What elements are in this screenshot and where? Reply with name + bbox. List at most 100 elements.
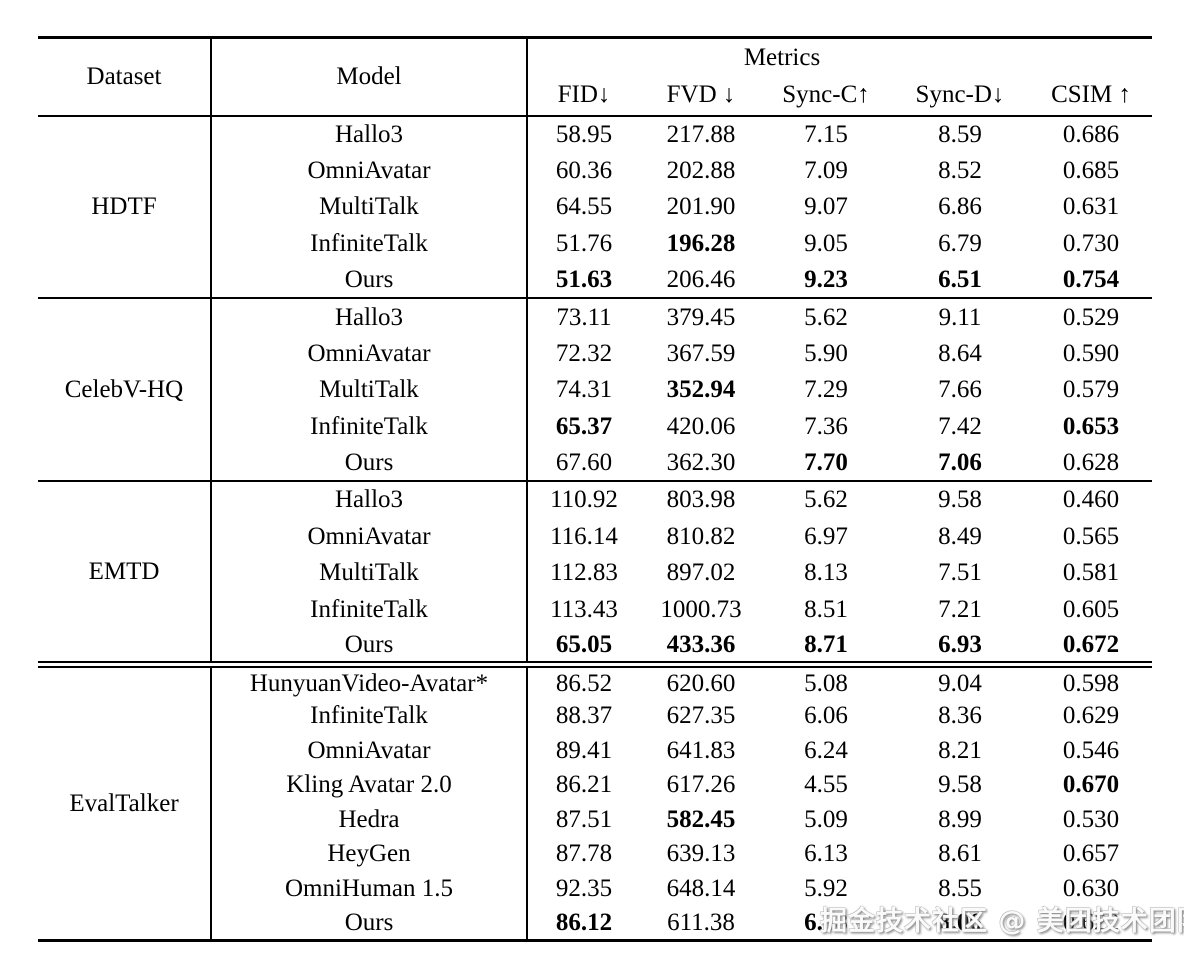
column-header-dataset: Dataset	[38, 37, 212, 116]
model-name-cell: OmniAvatar	[211, 518, 528, 555]
table-row: MultiTalk 64.55 201.90 9.07 6.86 0.631	[38, 188, 1152, 226]
section-hdtf: HDTF Hallo3 58.95 217.88 7.15 8.59 0.686 OmniAv…	[38, 115, 1152, 299]
model-name-cell: Ours	[211, 627, 528, 665]
metric-value-cell: 89.41	[555, 736, 613, 764]
metric-value-cell: 202.88	[666, 156, 736, 184]
metric-value-cell: 810.82	[666, 522, 736, 550]
metrics-table: Dataset Model Metrics FID↓ FVD ↓ Sync-C↑ Sy…	[38, 36, 1153, 942]
model-name-cell: Ours	[211, 261, 528, 299]
table-row: CelebV-HQ Hallo3 73.11 379.45 5.62 9.11 0.529	[38, 298, 1152, 482]
metric-value-cell: 86.52	[555, 669, 613, 697]
metric-value-cell: 0.529	[1062, 303, 1120, 331]
metric-value-cell: 352.94	[666, 376, 736, 404]
metric-value-cell: 7.51	[938, 559, 982, 587]
metric-value-cell: 65.37	[555, 412, 613, 440]
metrics-group-label: Metrics	[743, 43, 821, 71]
metric-value-cell: 9.05	[804, 229, 848, 257]
model-name-cell: MultiTalk	[211, 371, 528, 409]
dataset-label: HDTF	[38, 115, 212, 299]
metric-value-cell: 897.02	[666, 559, 736, 587]
metric-value-cell: 86.21	[555, 771, 613, 799]
metric-value-cell: 7.15	[804, 120, 848, 148]
metric-value-cell: 6.13	[804, 840, 848, 868]
metric-value-cell: 8.13	[804, 559, 848, 587]
metric-value-cell: 9.11	[938, 303, 982, 331]
metric-value-cell: 639.13	[666, 840, 736, 868]
metric-value-cell: 116.14	[550, 522, 618, 550]
column-header-metric-4: CSIM ↑	[1051, 81, 1131, 109]
metric-value-cell: 6.38	[804, 908, 848, 936]
table-row: InfiniteTalk 113.43 1000.73 8.51 7.21 0.605	[38, 591, 1152, 628]
metric-value-cell: 6.24	[804, 736, 848, 764]
column-header-metric-2: Sync-C↑	[782, 81, 870, 109]
metric-value-cell: 206.46	[666, 265, 736, 293]
column-header-model: Model	[211, 37, 528, 116]
table-row: OmniAvatar 116.14 810.82 6.97 8.49 0.565	[38, 518, 1152, 555]
metric-value-cell: 9.58	[938, 771, 982, 799]
metric-value-cell: 201.90	[666, 193, 736, 221]
model-name-cell: InfiniteTalk	[211, 698, 528, 734]
metric-value-cell: 0.631	[1062, 193, 1120, 221]
metric-value-cell: 0.653	[1062, 412, 1120, 440]
metric-value-cell: 5.90	[804, 339, 848, 367]
metric-value-cell: 0.598	[1062, 669, 1120, 697]
metric-value-cell: 582.45	[666, 805, 736, 833]
section-celebv-hq: CelebV-HQ Hallo3 73.11 379.45 5.62 9.11 0.529 O…	[38, 298, 1153, 482]
metric-value-cell: 0.565	[1062, 522, 1120, 550]
section-emtd: EMTD Hallo3 110.92 803.98 5.62 9.58 0.460 OmniA…	[38, 481, 1153, 665]
metric-value-cell: 5.62	[804, 486, 848, 514]
metric-value-cell: 0.579	[1062, 376, 1120, 404]
metric-value-cell: 51.63	[555, 265, 613, 293]
metric-value-cell: 0.657	[1062, 840, 1120, 868]
table-row: EvalTalker HunyuanVideo-Avatar* 86.52 620.6…	[38, 664, 1152, 941]
metric-value-cell: 0.629	[1062, 702, 1120, 730]
table-row: HDTF Hallo3 58.95 217.88 7.15 8.59 0.686	[38, 115, 1152, 299]
model-name-cell: InfiniteTalk	[211, 225, 528, 262]
metric-value-cell: 8.06	[938, 908, 982, 936]
metric-value-cell: 5.62	[804, 303, 848, 331]
metric-value-cell: 0.605	[1062, 595, 1120, 623]
metric-value-cell: 196.28	[666, 229, 736, 257]
metric-value-cell: 0.670	[1062, 771, 1120, 799]
metric-value-cell: 8.49	[938, 522, 982, 550]
model-name-cell: Kling Avatar 2.0	[211, 767, 528, 803]
column-header-metric-3: Sync-D↓	[915, 81, 1005, 109]
metric-value-cell: 0.685	[1062, 156, 1120, 184]
metric-value-cell: 8.51	[804, 595, 848, 623]
metric-value-cell: 8.52	[938, 156, 982, 184]
model-name-cell: OmniAvatar	[211, 152, 528, 189]
metric-value-cell: 620.60	[666, 669, 736, 697]
metric-value-cell: 92.35	[555, 874, 613, 902]
metric-value-cell: 9.58	[938, 486, 982, 514]
metric-value-cell: 627.35	[666, 702, 736, 730]
table-row: Kling Avatar 2.0 86.21 617.26 4.55 9.58 0.670	[38, 767, 1152, 803]
metric-value-cell: 9.23	[804, 265, 848, 293]
metric-value-cell: 8.21	[938, 736, 982, 764]
metric-value-cell: 8.71	[804, 630, 848, 658]
model-name-cell: HeyGen	[211, 836, 528, 872]
metric-value-cell: 367.59	[666, 339, 736, 367]
metric-value-cell: 8.55	[938, 874, 982, 902]
model-name-cell: Hallo3	[211, 481, 528, 519]
metric-value-cell: 0.460	[1062, 486, 1120, 514]
metric-value-cell: 87.51	[555, 805, 613, 833]
model-name-cell: MultiTalk	[211, 188, 528, 226]
metric-value-cell: 0.628	[1062, 448, 1120, 476]
metric-value-cell: 5.08	[804, 669, 848, 697]
metric-value-cell: 112.83	[550, 559, 618, 587]
metric-value-cell: 8.99	[938, 805, 982, 833]
model-name-cell: InfiniteTalk	[211, 408, 528, 445]
column-header-metric-1: FVD ↓	[666, 81, 736, 109]
watermark: 掘金技术社区 @ 美团技术团队	[820, 906, 1184, 937]
metric-value-cell: 72.32	[555, 339, 613, 367]
metric-value-cell: 0.730	[1062, 229, 1120, 257]
metric-value-cell: 60.36	[555, 156, 613, 184]
metric-value-cell: 0.581	[1062, 559, 1120, 587]
model-name-cell: OmniHuman 1.5	[211, 871, 528, 906]
dataset-label: EvalTalker	[38, 664, 212, 941]
metric-value-cell: 6.51	[938, 265, 982, 293]
metric-value-cell: 379.45	[666, 303, 736, 331]
metric-value-cell: 110.92	[550, 486, 618, 514]
model-name-cell: OmniAvatar	[211, 733, 528, 768]
